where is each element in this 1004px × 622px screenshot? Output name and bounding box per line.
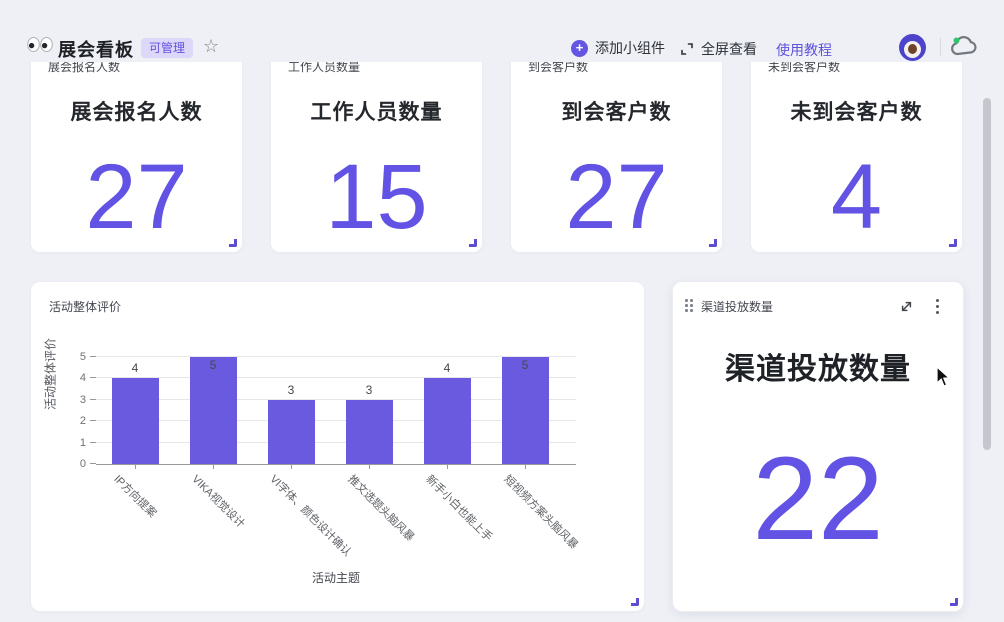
fullscreen-icon (681, 43, 693, 55)
avatar-critter (908, 44, 917, 54)
chart-bar[interactable] (267, 399, 315, 464)
bar-value-label: 5 (209, 358, 217, 372)
resize-handle[interactable] (949, 239, 957, 247)
stat-value: 4 (830, 146, 883, 248)
widget-header-label: 展会报名人数 (48, 60, 121, 74)
resize-handle[interactable] (950, 598, 958, 606)
stat-title: 展会报名人数 (70, 101, 203, 124)
gridline (96, 441, 576, 443)
tutorial-link[interactable]: 使用教程 (776, 42, 832, 58)
x-tick-mark (447, 464, 448, 469)
stat-card-staff: 工作人员数量 工作人员数量 15 (270, 40, 483, 253)
x-tick-mark (291, 464, 292, 469)
resize-handle[interactable] (469, 239, 477, 247)
y-axis-title: 活动整体评价 (43, 337, 58, 410)
x-axis-label: 推文选题头脑风暴 (345, 473, 417, 544)
x-axis-label: VI字体、颜色设计确认 (267, 473, 354, 559)
y-tick-label: 1 (79, 436, 86, 449)
mouse-cursor (936, 366, 951, 387)
stat-value: 15 (325, 146, 428, 248)
x-tick-mark (213, 464, 214, 469)
stat-value: 27 (565, 146, 668, 248)
plus-icon: + (571, 39, 588, 57)
gridline (96, 356, 576, 357)
add-widget-label: 添加小组件 (595, 40, 665, 56)
x-axis-label: IP方向提案 (111, 473, 159, 521)
widget-header-label: 工作人员数量 (288, 60, 361, 74)
fullscreen-button[interactable]: 全屏查看 (680, 39, 757, 59)
x-axis-label: VIKA视觉设计 (189, 473, 247, 531)
bar-value-label: 4 (443, 361, 451, 376)
channel-widget: 渠道投放数量 渠道投放数量 22 (672, 281, 964, 612)
resize-handle[interactable] (229, 239, 237, 247)
x-axis-label: 新手小白也能上手 (423, 473, 495, 544)
widget-menu-button[interactable] (936, 299, 939, 314)
y-tick-label: 3 (79, 393, 86, 406)
resize-handle[interactable] (631, 598, 639, 606)
add-widget-button[interactable]: + 添加小组件 (571, 38, 665, 58)
fullscreen-label: 全屏查看 (701, 41, 757, 57)
y-tick-mark (90, 420, 96, 422)
user-avatar[interactable] (899, 34, 926, 61)
chart-plot: 活动整体评价 活动主题 0 1 2 3 4 5 4 IP方向提案 5 VIKA视觉设计 3 VI字体、… (44, 338, 580, 585)
top-bar: 展会看板 可管理 ☆ + 添加小组件 全屏查看 使用教程 (0, 0, 1004, 62)
widget-header-label: 活动整体评价 (49, 300, 122, 314)
bar-value-label: 4 (131, 361, 139, 376)
gridline (96, 398, 576, 400)
stat-title: 工作人员数量 (310, 101, 443, 124)
toolbar-divider (940, 38, 941, 56)
y-tick-mark (90, 377, 96, 379)
sync-status-button[interactable] (948, 34, 980, 64)
expand-icon (901, 301, 912, 312)
vertical-scrollbar[interactable] (983, 98, 991, 450)
x-tick-mark (369, 464, 370, 469)
bar-value-label: 5 (521, 358, 529, 372)
channel-title: 渠道投放数量 (725, 353, 911, 386)
chart-bar[interactable] (501, 357, 549, 464)
y-tick-label: 0 (79, 458, 86, 470)
y-tick-mark (90, 463, 96, 464)
widget-header-label: 渠道投放数量 (701, 300, 774, 314)
x-axis-label: 短视频方案头脑风暴 (501, 473, 580, 552)
stat-card-attended: 到会客户数 到会客户数 27 (510, 40, 723, 253)
chart-widget: 活动整体评价 活动整体评价 活动主题 0 1 2 3 4 5 4 IP方向提案 5 VIKA视觉设… (30, 281, 645, 612)
x-axis-line (96, 464, 576, 465)
favorite-star-icon[interactable]: ☆ (203, 36, 220, 56)
x-tick-mark (525, 464, 526, 469)
y-tick-mark (90, 356, 96, 357)
expand-widget-button[interactable] (899, 299, 914, 319)
channel-value: 22 (752, 433, 884, 565)
widget-header-label: 未到会客户数 (768, 60, 841, 74)
gridline (96, 420, 576, 422)
stat-card-signups: 展会报名人数 展会报名人数 27 (30, 40, 243, 253)
y-tick-label: 4 (79, 372, 86, 385)
chart-bar[interactable] (111, 378, 159, 464)
resize-handle[interactable] (709, 239, 717, 247)
permission-badge[interactable]: 可管理 (141, 38, 194, 58)
gridline (96, 377, 576, 379)
drag-handle-icon[interactable] (685, 299, 695, 313)
chart-bar[interactable] (423, 378, 471, 464)
bar-value-label: 3 (287, 382, 295, 397)
widget-header-label: 到会客户数 (528, 60, 589, 74)
y-tick-mark (90, 398, 96, 400)
stat-card-not-attended: 未到会客户数 未到会客户数 4 (750, 40, 963, 253)
chart-bar[interactable] (345, 399, 393, 464)
x-axis-title: 活动主题 (311, 571, 360, 585)
chart-bar[interactable] (189, 357, 237, 464)
y-tick-mark (90, 441, 96, 443)
y-tick-label: 2 (79, 415, 86, 428)
y-tick-label: 5 (79, 351, 86, 363)
bar-value-label: 3 (365, 382, 373, 397)
cloud-sync-icon (951, 36, 977, 56)
stat-value: 27 (85, 146, 188, 248)
stat-title: 未到会客户数 (790, 101, 923, 124)
page-title: 展会看板 (58, 40, 134, 60)
stat-title: 到会客户数 (561, 101, 672, 124)
eyes-logo-icon (27, 37, 53, 52)
x-tick-mark (135, 464, 136, 469)
